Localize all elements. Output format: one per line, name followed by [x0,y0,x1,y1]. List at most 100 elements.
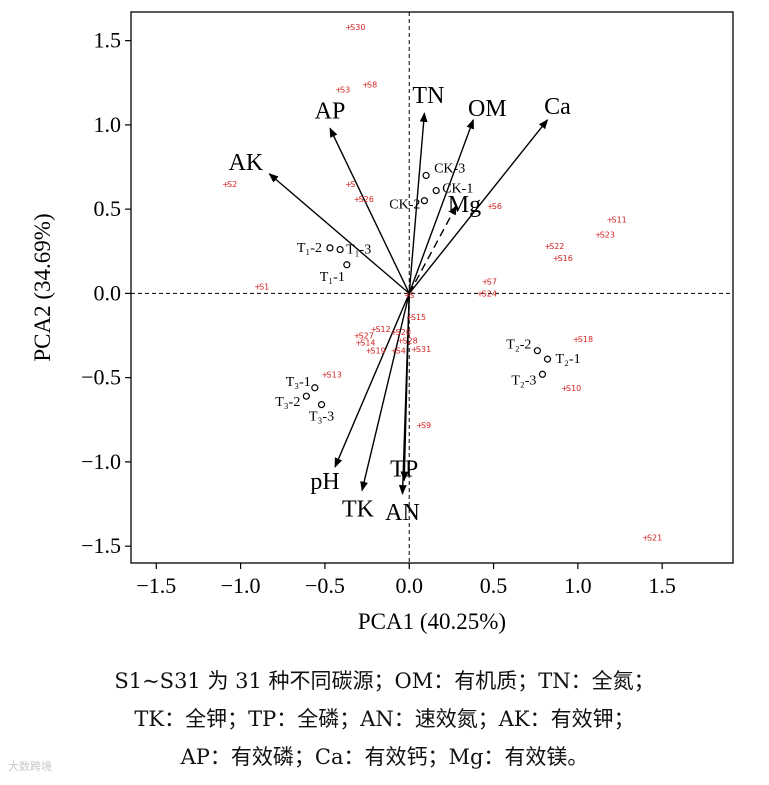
vector-tn [408,112,428,294]
treatment-label-ck-3: CK-3 [434,161,465,176]
sample-label-s11: S11 [612,215,627,224]
x-tick-label: 1.5 [648,573,676,598]
sample-label-s4: S4 [396,347,406,356]
caption-line-1: S1~S31 为 31 种不同碳源；OM：有机质；TN：全氮； [114,669,655,693]
treatment-label-t-3: T₂-3 [511,373,536,388]
sample-label-s6: S6 [492,202,502,211]
y-tick-label: 0.5 [94,196,122,221]
vector-label-tn: TN [412,83,444,109]
vector-label-om: OM [468,96,507,122]
x-tick-label: 0.0 [395,573,423,598]
vector-an [398,293,410,495]
treatment-point-t-1 [343,261,351,269]
y-tick-label: −0.5 [81,365,121,390]
x-tick-label: −1.5 [136,573,176,598]
treatment-label-t-1: T₃-1 [286,375,311,390]
vector-mg [408,204,458,294]
x-tick-label: −1.0 [221,573,261,598]
treatment-point-t-3 [336,245,344,254]
sample-label-s20: S20 [396,328,411,337]
vector-ap [329,127,410,294]
sample-marker-s6: + [487,202,494,211]
vector-label-ap: AP [315,98,346,124]
treatment-point-t-2 [302,392,310,400]
sample-marker-s3: + [335,86,342,95]
sample-marker-s2: + [222,180,229,189]
y-tick-label: −1.0 [81,449,121,474]
sample-marker-s8: + [362,80,369,89]
vector-ca [408,119,549,294]
plot-frame [130,11,734,564]
vector-tk [360,293,410,492]
treatment-point-t-1 [543,355,552,363]
sample-marker-s14: + [355,338,362,347]
sample-label-s3: S3 [340,86,350,95]
sample-label-s1: S1 [259,283,269,292]
sample-marker-s24: + [477,289,484,298]
sample-marker-s12: + [370,325,377,334]
y-axis-title: PCA2 (34.69%) [30,213,55,361]
caption-line-3: AP：有效磷；Ca：有效钙；Mg：有效镁。 [180,745,589,769]
sample-label-s31: S31 [416,345,431,354]
treatment-point-t-2 [533,347,541,355]
sample-label-s19: S19 [370,347,385,356]
sample-label-s: S [350,180,355,189]
treatment-label-ck-2: CK-2 [389,198,420,213]
sample-marker-s4: + [391,347,398,356]
sample-label-s28: S28 [402,337,417,346]
sample-label-s26: S26 [359,195,374,204]
treatment-label-t-2: T₃-2 [275,395,300,410]
x-tick-label: 1.0 [564,573,592,598]
treatment-point-ck-2 [420,197,429,205]
sample-marker-s28: + [397,337,404,346]
sample-marker-s10: + [561,384,568,393]
sample-marker-s16: + [553,254,560,263]
y-tick-label: −1.5 [81,533,121,558]
treatment-point-ck-3 [422,171,430,180]
sample-marker-s30: + [345,23,352,32]
sample-marker-s: + [404,291,411,300]
sample-marker-s13: + [322,370,329,379]
sample-marker-s22: + [544,242,551,251]
sample-marker-s26: + [354,195,361,204]
vector-label-mg: Mg [448,192,481,218]
x-axis-title: PCA1 (40.25%) [358,609,506,634]
x-tick-label: 0.5 [480,573,508,598]
treatment-label-t-3: T₃-3 [309,410,334,425]
vector-ak [268,173,410,294]
x-tick-label: −0.5 [305,573,345,598]
vector-label-tk: TK [342,497,375,523]
sample-marker-s15: + [406,313,413,322]
sample-label-s18: S18 [578,335,593,344]
sample-label-s9: S9 [421,421,431,430]
vector-label-ak: AK [229,150,264,176]
treatment-label-t-2: T₂-2 [506,338,531,353]
vector-label-ph: pH [310,469,339,495]
sample-label-s23: S23 [600,230,615,239]
sample-label-s7: S7 [487,278,497,287]
sample-marker-s: + [345,180,352,189]
sample-label-s15: S15 [411,313,426,322]
sample-marker-s23: + [595,230,602,239]
vector-label-ca: Ca [544,94,571,120]
sample-label-s2: S2 [227,180,237,189]
sample-label-s14: S14 [360,338,375,347]
treatment-label-t-1: T₂-1 [556,352,581,367]
treatment-point-t-3 [317,401,326,409]
y-tick-label: 1.5 [94,28,122,53]
sample-label-s13: S13 [327,370,342,379]
y-tick-label: 1.0 [94,112,122,137]
vector-label-an: AN [385,500,420,526]
sample-marker-s27: + [354,332,361,341]
vector-ph [334,293,410,468]
pca-biplot: −1.5 −1.0 −0.5 0.0 0.5 1.0 1.5 −1.5 −1.0 −0.5 0.0 0… [30,11,734,634]
sample-marker-s18: + [573,335,580,344]
vector-om [408,118,474,294]
watermark: 大数跨境 [8,760,52,773]
y-tick-label: 0.0 [94,280,122,305]
sample-label-s: S [409,291,414,300]
sample-marker-s19: + [365,347,372,356]
sample-label-s22: S22 [549,242,564,251]
treatment-label-ck-1: CK-1 [442,182,473,197]
sample-marker-s20: + [391,328,398,337]
